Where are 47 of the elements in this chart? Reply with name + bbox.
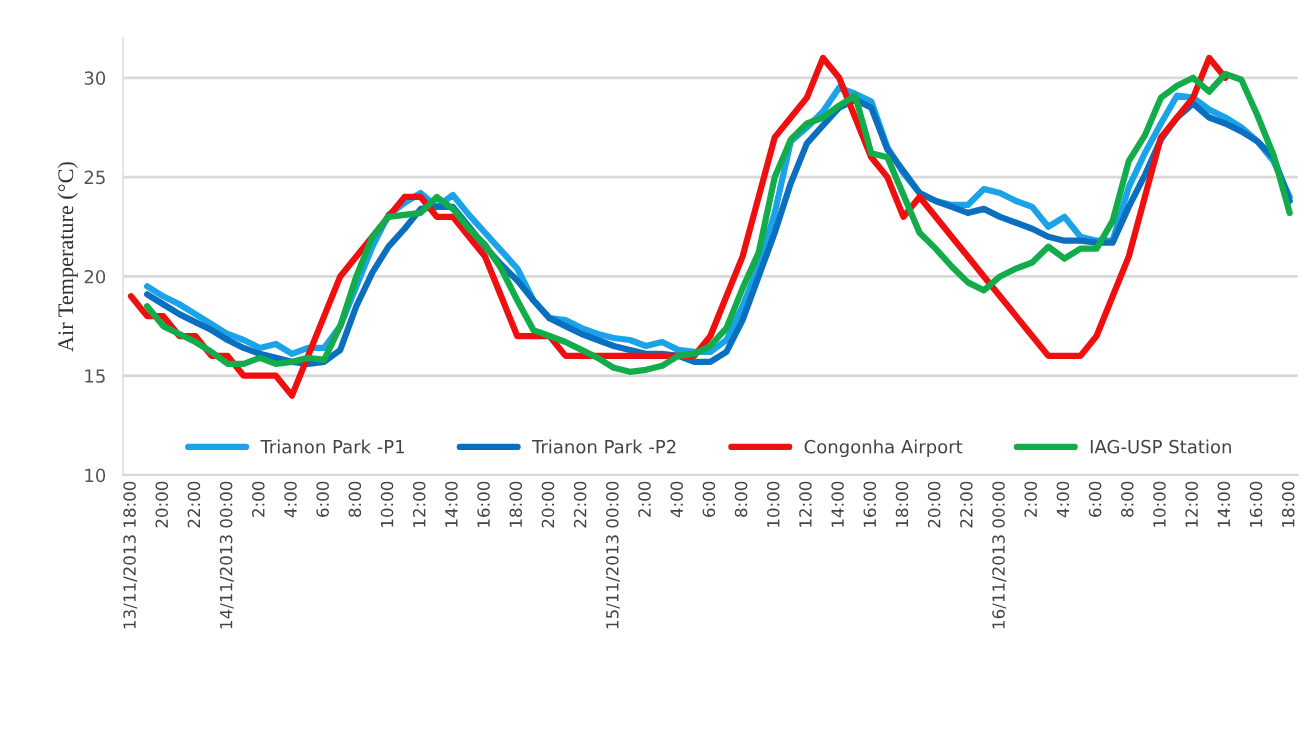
x-tick-label: 22:00 — [960, 481, 973, 528]
legend-label: Trianon Park -P1 — [260, 439, 404, 454]
x-tick-label: 14:00 — [1217, 481, 1231, 527]
x-tick-label: 10:00 — [766, 481, 780, 527]
x-tick-label: 20:00 — [541, 481, 555, 528]
x-tick-label: 12:00 — [1185, 481, 1198, 527]
y-tick-label: 10 — [85, 468, 106, 483]
y-tick-label: 25 — [84, 170, 105, 185]
x-tick-label: 2:00 — [638, 481, 651, 517]
x-tick-label: 12:00 — [412, 481, 426, 527]
x-tick-label: 2:00 — [252, 481, 265, 517]
x-tick-label: 16:00 — [863, 481, 877, 527]
x-tick-label: 22:00 — [573, 481, 587, 528]
x-tick-label: 8:00 — [348, 481, 362, 517]
x-tick-label: 8:00 — [1120, 481, 1134, 517]
x-tick-label: 13/11/2013 18:00 — [123, 481, 138, 629]
y-tick-label: 20 — [84, 269, 106, 284]
x-tick-label: 18:00 — [509, 481, 523, 527]
x-tick-label: 4:00 — [670, 481, 683, 518]
x-tick-label: 2:00 — [1024, 481, 1038, 517]
x-tick-label: 20:00 — [155, 481, 169, 528]
x-tick-label: 18:00 — [1281, 481, 1295, 527]
x-tick-label: 10:00 — [380, 481, 394, 527]
x-tick-label: 10:00 — [1153, 481, 1166, 527]
x-tick-label: 6:00 — [702, 481, 716, 517]
x-tick-label: 12:00 — [799, 481, 812, 527]
x-tick-label: 4:00 — [1056, 481, 1070, 518]
x-tick-label: 14:00 — [831, 481, 844, 527]
x-tick-label: 20:00 — [927, 481, 941, 528]
x-tick-label: 6:00 — [316, 481, 329, 517]
x-tick-label: 16/11/2013 00:00 — [992, 481, 1007, 629]
y-tick-label: 15 — [85, 369, 105, 383]
x-tick-label: 6:00 — [1088, 481, 1102, 517]
x-tick-label: 8:00 — [734, 481, 748, 517]
legend-label: Congonha Airport — [804, 439, 963, 458]
x-tick-label: 16:00 — [477, 481, 490, 527]
x-tick-label: 14:00 — [445, 481, 458, 527]
legend-label: IAG-USP Station — [1090, 439, 1231, 454]
y-axis-title: Air Temperature (°C) — [57, 162, 78, 352]
x-tick-label: 14/11/2013 00:00 — [219, 481, 234, 629]
x-tick-label: 4:00 — [284, 481, 297, 518]
x-tick-label: 16:00 — [1249, 481, 1263, 527]
x-tick-label: 22:00 — [187, 481, 201, 528]
legend-label: Trianon Park -P2 — [531, 439, 676, 454]
x-tick-label: 15/11/2013 00:00 — [606, 481, 620, 629]
y-tick-label: 30 — [84, 71, 106, 85]
x-tick-label: 18:00 — [895, 481, 909, 527]
